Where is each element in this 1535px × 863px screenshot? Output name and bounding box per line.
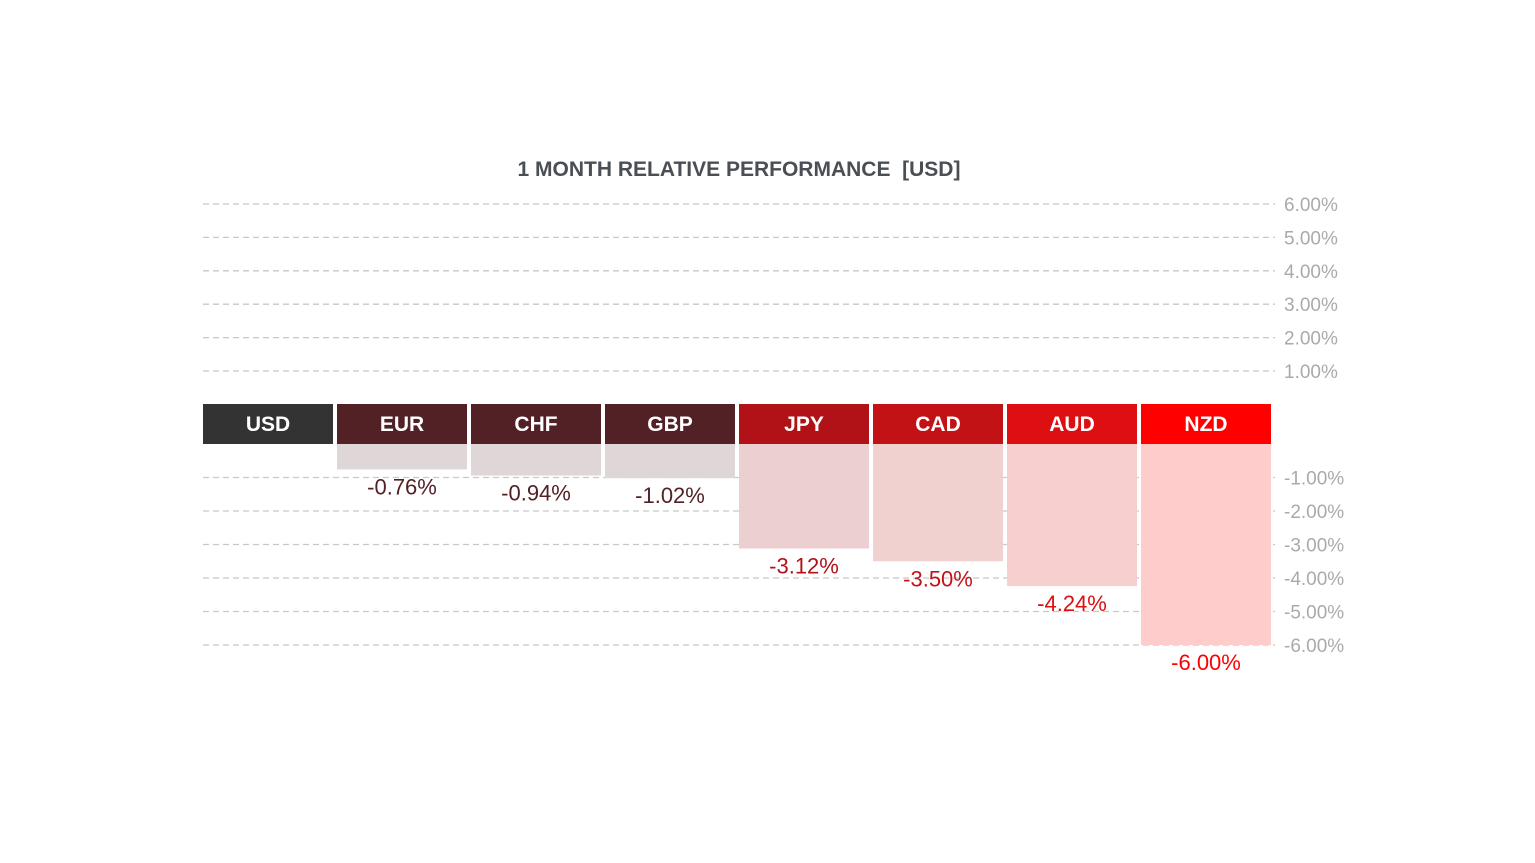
y-tick-label: 3.00% [1284,295,1338,316]
value-label-gbp: -1.02% [635,483,705,508]
y-axis-ticks: 6.00% 5.00% 4.00% 3.00% 2.00% 1.00% -1.00% -2.0… [1284,195,1344,657]
header-label-jpy: JPY [784,413,824,436]
header-box-usd [203,404,333,444]
currency-headers: USD EUR CHF GBP JPY CAD AUD NZD [203,404,1271,444]
header-box-cad [873,404,1003,444]
bar-nzd [1141,444,1271,645]
header-box-gbp [605,404,735,444]
bar-eur [337,444,467,470]
y-tick-label: 6.00% [1284,195,1338,216]
bar-aud [1007,444,1137,587]
y-tick-label: -4.00% [1284,569,1344,590]
value-label-chf: -0.94% [501,480,571,505]
bar-cad [873,444,1003,562]
header-box-aud [1007,404,1137,444]
y-tick-label: 1.00% [1284,362,1338,383]
header-label-chf: CHF [514,413,557,436]
header-label-aud: AUD [1049,413,1095,436]
header-label-nzd: NZD [1184,413,1227,436]
chart-title: 1 MONTH RELATIVE PERFORMANCE [USD] [518,158,961,181]
y-tick-label: 5.00% [1284,228,1338,249]
y-tick-label: -1.00% [1284,469,1344,490]
bar-gbp [605,444,735,479]
header-box-eur [337,404,467,444]
header-label-cad: CAD [915,413,961,436]
bar-chf [471,444,601,476]
header-box-nzd [1141,404,1271,444]
value-labels: -0.76% -0.94% -1.02% -3.12% -3.50% -4.24% -6.0… [367,474,1241,675]
y-tick-label: -3.00% [1284,536,1344,557]
value-label-nzd: -6.00% [1171,650,1241,675]
y-tick-label: -5.00% [1284,603,1344,624]
value-label-cad: -3.50% [903,566,973,591]
header-label-gbp: GBP [647,413,693,436]
bar-jpy [739,444,869,549]
header-label-usd: USD [246,413,290,436]
value-label-jpy: -3.12% [769,554,839,579]
header-box-jpy [739,404,869,444]
header-box-chf [471,404,601,444]
y-tick-label: 4.00% [1284,262,1338,283]
header-label-eur: EUR [380,413,424,436]
y-tick-label: 2.00% [1284,329,1338,350]
value-label-eur: -0.76% [367,474,437,499]
value-label-aud: -4.24% [1037,591,1107,616]
y-tick-label: -2.00% [1284,502,1344,523]
y-tick-label: -6.00% [1284,636,1344,657]
bars [337,444,1271,645]
